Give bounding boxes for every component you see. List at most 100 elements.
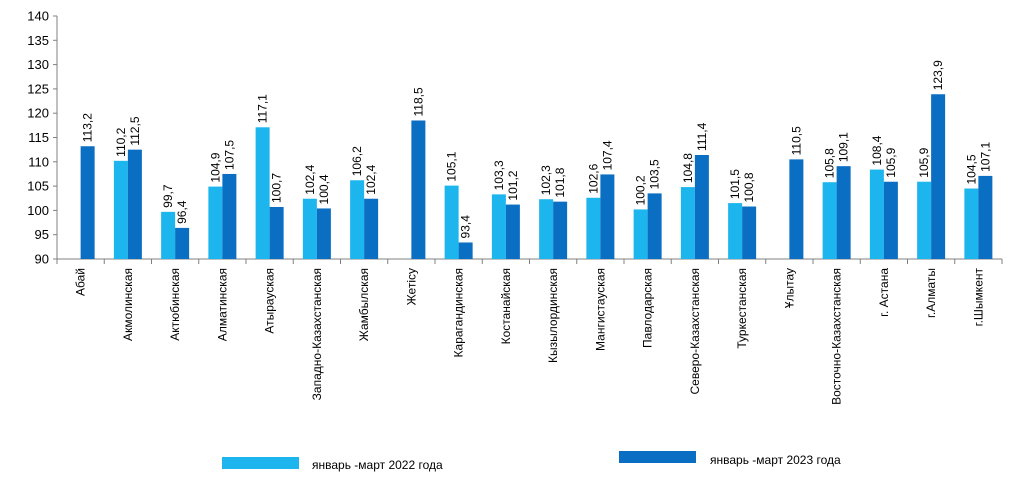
- data-label: 100,8: [742, 172, 756, 202]
- bar-2023: [269, 206, 284, 259]
- bar-2023: [175, 227, 190, 259]
- data-label: 102,4: [364, 164, 378, 194]
- y-tick-label: 120: [27, 106, 49, 121]
- category-label: Западно-Казахстанская: [310, 268, 324, 400]
- category-label: Алматинская: [215, 268, 229, 341]
- bar-2023: [222, 173, 237, 259]
- data-label: 107,5: [222, 140, 236, 170]
- data-label: 102,3: [539, 165, 553, 195]
- legend-swatch: [222, 457, 299, 469]
- bar-2023: [789, 159, 804, 259]
- bar-2022: [680, 187, 695, 259]
- bar-2023: [931, 94, 946, 259]
- category-label: Мангистауская: [593, 268, 607, 351]
- data-label: 118,5: [411, 87, 425, 116]
- category-label: Абай: [74, 268, 88, 296]
- y-tick-label: 115: [28, 130, 49, 145]
- bar-2023: [80, 146, 95, 259]
- bar-2023: [553, 201, 568, 259]
- data-label: 101,2: [506, 170, 520, 200]
- category-label: Карагандинская: [452, 268, 466, 357]
- y-tick-label: 100: [27, 203, 49, 218]
- category-label: Жетісу: [404, 268, 418, 305]
- data-label: 103,5: [648, 159, 662, 189]
- category-label: Ұлытау: [782, 268, 796, 308]
- data-label: 102,4: [303, 164, 317, 194]
- bar-2023: [458, 242, 473, 259]
- bar-2022: [539, 199, 554, 259]
- data-label: 110,2: [114, 127, 128, 156]
- legend-label: январь -март 2022 года: [312, 458, 443, 472]
- y-tick-label: 135: [27, 33, 49, 48]
- bar-2023: [742, 206, 757, 259]
- data-label: 103,3: [492, 160, 506, 190]
- data-label: 104,8: [681, 153, 695, 183]
- bar-2023: [316, 208, 331, 259]
- bar-2022: [728, 203, 743, 259]
- data-label: 111,4: [695, 122, 709, 151]
- y-tick-label: 110: [28, 154, 49, 169]
- data-label: 106,2: [350, 146, 364, 176]
- data-label: 123,9: [931, 60, 945, 90]
- bar-2022: [964, 188, 979, 259]
- y-tick-label: 130: [27, 57, 49, 72]
- bar-2022: [444, 185, 459, 259]
- bar-2022: [302, 198, 317, 259]
- bar-2023: [694, 154, 709, 259]
- data-label: 104,9: [208, 152, 222, 182]
- y-tick-label: 105: [27, 179, 49, 194]
- y-tick-label: 90: [35, 252, 49, 267]
- bar-2022: [350, 180, 365, 259]
- data-label: 99,7: [161, 184, 175, 208]
- category-label: Кызылординская: [546, 268, 560, 363]
- category-label: Жамбылская: [357, 268, 371, 341]
- data-label: 100,2: [634, 175, 648, 205]
- data-label: 113,2: [81, 113, 95, 142]
- bar-2022: [161, 211, 176, 259]
- y-tick-label: 95: [35, 227, 49, 242]
- bar-2023: [411, 120, 426, 260]
- bar-2023: [600, 174, 615, 259]
- bar-2022: [633, 209, 648, 259]
- category-label: Акмолинская: [121, 268, 135, 341]
- category-label: Атырауская: [263, 268, 277, 334]
- category-label: Туркестанская: [735, 268, 749, 349]
- y-tick-label: 125: [27, 81, 49, 96]
- data-label: 100,7: [270, 173, 284, 203]
- category-label: Актюбинская: [168, 268, 182, 341]
- data-label: 105,9: [917, 147, 931, 177]
- data-label: 105,9: [884, 147, 898, 177]
- data-label: 112,5: [128, 116, 142, 145]
- data-label: 117,1: [256, 94, 270, 123]
- data-label: 105,1: [445, 151, 459, 181]
- category-label: Павлодарская: [641, 268, 655, 348]
- data-label: 107,4: [600, 140, 614, 170]
- data-label: 101,8: [553, 167, 567, 197]
- bar-2023: [505, 204, 520, 259]
- data-label: 101,5: [728, 169, 742, 199]
- bar-2023: [883, 181, 898, 259]
- bar-2023: [127, 149, 142, 259]
- bar-2022: [822, 182, 837, 259]
- category-label: г.Шымкент: [971, 268, 985, 327]
- bar-2022: [208, 186, 223, 259]
- bar-2022: [869, 169, 884, 259]
- data-label: 107,1: [978, 142, 992, 172]
- legend-swatch: [619, 451, 696, 463]
- data-label: 108,4: [870, 135, 884, 165]
- bar-2022: [491, 194, 506, 259]
- data-label: 109,1: [837, 132, 851, 162]
- category-label: Восточно-Казахстанская: [830, 268, 844, 405]
- bar-2022: [917, 181, 932, 259]
- bar-2022: [255, 127, 270, 259]
- data-label: 96,4: [175, 200, 189, 224]
- category-label: Костанайская: [499, 268, 513, 344]
- category-label: г.Алматы: [924, 268, 938, 318]
- bar-2023: [364, 198, 379, 259]
- category-label: г. Астана: [877, 268, 891, 317]
- bar-2023: [836, 166, 851, 259]
- data-label: 104,5: [964, 154, 978, 184]
- bar-2023: [978, 175, 993, 259]
